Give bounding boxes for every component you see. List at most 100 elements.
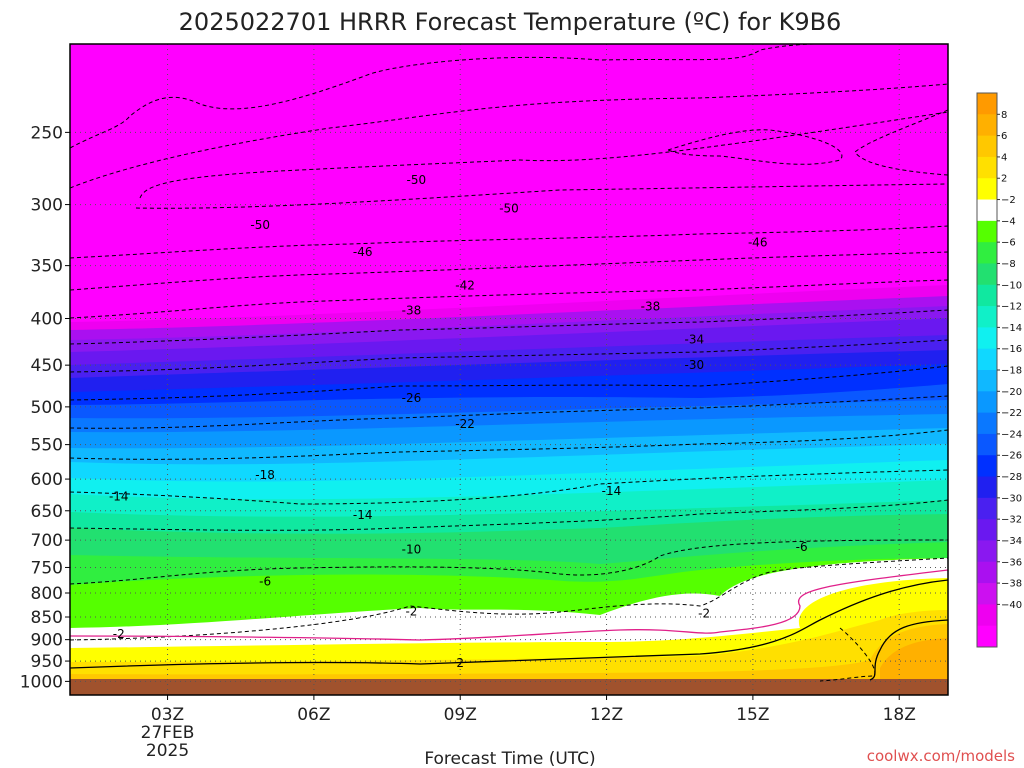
contour-label: -14 xyxy=(109,490,129,504)
colorbar-label: 8 xyxy=(1001,110,1007,121)
colorbar-label: −32 xyxy=(1001,515,1022,526)
colorbar-label: 2 xyxy=(1001,174,1007,185)
contour-label: -6 xyxy=(259,574,271,588)
colorbar-label: −12 xyxy=(1001,302,1022,313)
contour-line xyxy=(70,339,948,373)
contour-label: -18 xyxy=(255,468,275,482)
contour-lines xyxy=(70,44,948,682)
contour-line xyxy=(70,365,948,401)
y-tick-label: 750 xyxy=(31,558,63,578)
colorbar-swatch xyxy=(977,455,997,478)
colorbar-label: −2 xyxy=(1001,195,1016,206)
grid xyxy=(70,44,948,695)
colorbar-label: −18 xyxy=(1001,366,1022,377)
colorbar-swatch xyxy=(977,220,997,243)
y-tick-label: 950 xyxy=(31,652,63,672)
y-tick-label: 500 xyxy=(31,398,63,418)
contour-label: -46 xyxy=(353,245,373,259)
colorbar-swatch xyxy=(977,540,997,563)
contour-line xyxy=(70,557,948,641)
colorbar-label: −28 xyxy=(1001,472,1022,483)
credit-link[interactable]: coolwx.com/models xyxy=(867,747,1015,765)
contour-label: -2 xyxy=(405,604,417,618)
x-tick-label: 06Z xyxy=(297,705,330,725)
colorbar-swatch xyxy=(977,178,997,201)
chart-title: 2025022701 HRRR Forecast Temperature (ºC… xyxy=(179,8,842,36)
contour-line xyxy=(139,111,948,199)
colorbar-swatch xyxy=(977,327,997,350)
contour-label: -50 xyxy=(250,218,270,232)
x-axis-label: Forecast Time (UTC) xyxy=(424,749,595,768)
contour-label: -6 xyxy=(796,540,808,554)
contour-line xyxy=(70,83,948,189)
colorbar-swatch xyxy=(977,263,997,286)
y-tick-label: 1000 xyxy=(20,672,63,692)
colorbar-label: −8 xyxy=(1001,259,1016,270)
contour-line xyxy=(70,309,948,345)
contour-line xyxy=(854,109,948,176)
contour-labels: -50-50-50-46-46-42-38 -38-34-30-26-22-18-… xyxy=(109,173,808,670)
colorbar-label: −36 xyxy=(1001,557,1022,568)
contour-label: -42 xyxy=(455,278,475,292)
colorbar-swatch xyxy=(977,583,997,605)
y-tick-label: 700 xyxy=(31,531,63,551)
x-date-label: 27FEB xyxy=(141,723,195,743)
plot-area: -50-50-50-46-46-42-38 -38-34-30-26-22-18-… xyxy=(70,44,948,695)
y-axis: 250 300 350 400 450 500 550 600 650 700 750 800 850 9… xyxy=(20,123,70,692)
x-tick-label: 15Z xyxy=(736,705,769,725)
colorbar-label: −10 xyxy=(1001,280,1022,291)
colorbar-swatch xyxy=(977,625,997,648)
ground-layer xyxy=(70,679,948,695)
contour-line xyxy=(135,183,948,209)
y-tick-label: 600 xyxy=(31,470,63,490)
colorbar-label: −14 xyxy=(1001,323,1022,334)
contour-line xyxy=(70,539,948,585)
colorbar-swatch xyxy=(977,497,997,520)
contour-label: -26 xyxy=(402,391,422,405)
colorbar-label: −30 xyxy=(1001,493,1022,504)
colorbar: 8 6 4 2 −2 −4 −6 −8 −10 −12 −14 −16 −18 −20 −22 −24 −26 −… xyxy=(976,92,1022,648)
contour-line xyxy=(70,44,821,149)
contour-label: -14 xyxy=(602,484,622,498)
contour-line xyxy=(70,279,948,319)
colorbar-swatch xyxy=(977,306,997,328)
y-tick-label: 850 xyxy=(31,608,63,628)
y-tick-label: 550 xyxy=(31,436,63,456)
x-date-label: 2025 xyxy=(146,741,189,761)
colorbar-label: −20 xyxy=(1001,387,1022,398)
colorbar-label: −16 xyxy=(1001,344,1022,355)
colorbar-label: −38 xyxy=(1001,579,1022,590)
plot-frame xyxy=(69,43,949,696)
colorbar-swatch xyxy=(977,114,997,137)
magenta-contour-line xyxy=(70,569,948,641)
y-tick-label: 800 xyxy=(31,584,63,604)
colorbar-swatch xyxy=(977,412,997,435)
colorbar-swatch xyxy=(977,156,997,179)
contour-label: -38 xyxy=(402,304,422,318)
contour-line xyxy=(666,129,843,165)
colorbar-swatch xyxy=(977,476,997,499)
colorbar-swatch xyxy=(977,391,997,414)
colorbar-swatch xyxy=(977,284,997,307)
colorbar-label: 4 xyxy=(1001,152,1007,163)
colorbar-label: −22 xyxy=(1001,408,1022,419)
x-tick-label: 12Z xyxy=(590,705,623,725)
y-tick-label: 650 xyxy=(31,502,63,522)
y-tick-label: 350 xyxy=(31,257,63,277)
colorbar-label: −4 xyxy=(1001,216,1016,227)
colorbar-swatch xyxy=(977,348,997,371)
contour-label: -34 xyxy=(685,333,705,347)
y-tick-label: 900 xyxy=(31,631,63,651)
colorbar-swatch xyxy=(977,242,997,264)
contour-label: -2 xyxy=(113,627,125,641)
colorbar-label: 6 xyxy=(1001,131,1007,142)
colorbar-label: −6 xyxy=(1001,238,1016,249)
colorbar-label: −40 xyxy=(1001,600,1022,611)
y-tick-label: 300 xyxy=(31,196,63,216)
contour-line xyxy=(70,499,948,531)
colorbar-swatch xyxy=(977,135,997,158)
contour-label: -30 xyxy=(685,358,705,372)
contour-label: -2 xyxy=(698,607,710,621)
